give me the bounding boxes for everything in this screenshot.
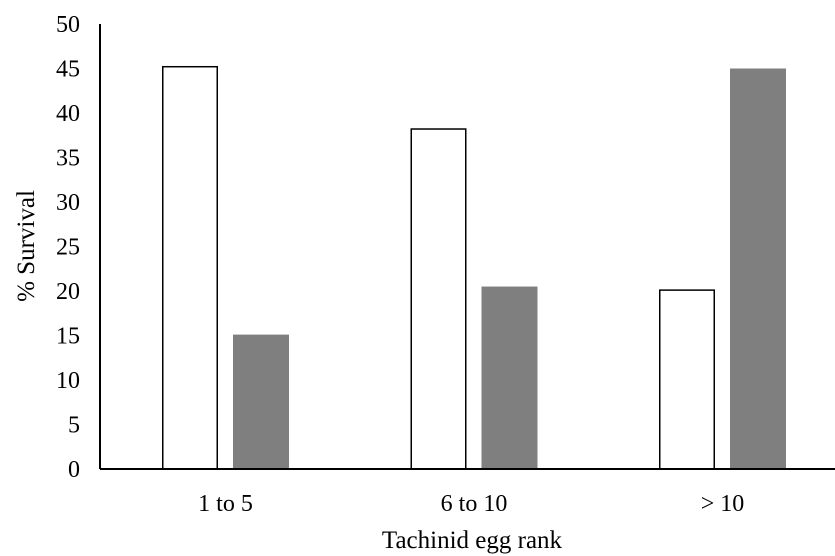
- y-tick-label: 10: [56, 368, 80, 394]
- x-category-label: > 10: [701, 491, 745, 517]
- y-tick-label: 40: [56, 101, 80, 127]
- y-tick-label: 30: [56, 190, 80, 216]
- y-tick-label: 0: [68, 457, 80, 483]
- bar-series-1-0: [162, 65, 218, 470]
- y-tick-label: 25: [56, 235, 80, 261]
- bar-series-1-1: [410, 128, 467, 470]
- y-tick-label: 35: [56, 146, 80, 172]
- bar-series-1-2: [659, 289, 715, 470]
- bars-group: [162, 65, 786, 470]
- y-tick-label: 15: [56, 324, 80, 350]
- x-category-label: 6 to 10: [441, 491, 508, 517]
- y-tick-labels: 0 5 10 15 20 25 30 35 40 45 50: [56, 12, 80, 483]
- bar-series-2-1: [481, 286, 538, 469]
- x-category-label: 1 to 5: [198, 491, 253, 517]
- x-axis-title: Tachinid egg rank: [382, 527, 563, 554]
- y-axis-title: % Survival: [13, 190, 40, 302]
- x-category-labels: 1 to 5 6 to 10 > 10: [198, 491, 744, 517]
- bar-series-2-2: [730, 68, 786, 469]
- y-tick-label: 5: [68, 413, 80, 439]
- y-tick-label: 45: [56, 57, 80, 83]
- bar-series-2-0: [233, 334, 289, 469]
- y-tick-label: 20: [56, 279, 80, 305]
- y-tick-label: 50: [56, 12, 80, 38]
